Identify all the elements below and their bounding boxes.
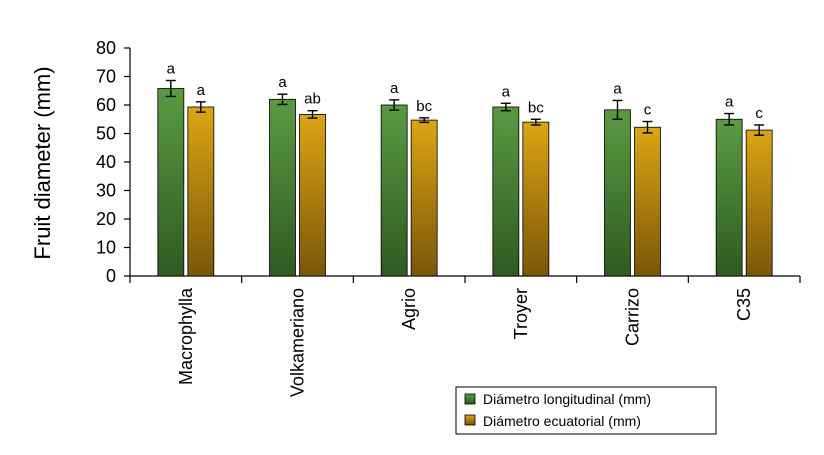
category-label: Agrio — [399, 288, 419, 330]
y-tick-label: 30 — [96, 181, 116, 201]
y-tick-label: 10 — [96, 238, 116, 258]
bar-ecuatorial — [410, 119, 438, 277]
significance-letter-ecuatorial: ab — [304, 91, 321, 108]
category-label: C35 — [734, 288, 754, 321]
significance-letter-ecuatorial: c — [755, 105, 763, 122]
bar-ecuatorial — [522, 121, 550, 277]
significance-letter-longitudinal: a — [613, 80, 622, 97]
significance-letter-ecuatorial: bc — [528, 99, 544, 116]
category-label: Carrizo — [623, 288, 643, 346]
category-label: Volkameriano — [288, 288, 308, 397]
significance-letter-ecuatorial: a — [197, 82, 206, 99]
y-tick-label: 40 — [96, 152, 116, 172]
y-tick-label: 50 — [96, 124, 116, 144]
bar-longitudinal — [715, 118, 743, 277]
y-tick-label: 70 — [96, 67, 116, 87]
legend-frame — [455, 386, 717, 435]
bars — [157, 88, 773, 277]
legend-label-longitudinal: Diámetro longitudinal (mm) — [483, 391, 651, 407]
bar-ecuatorial — [634, 126, 661, 277]
y-tick-label: 20 — [96, 209, 116, 229]
legend-swatch-ecuatorial — [464, 414, 476, 426]
significance-letter-longitudinal: a — [725, 94, 734, 111]
bar-longitudinal — [604, 109, 631, 277]
significance-letter-longitudinal: a — [502, 83, 511, 100]
legend: Diámetro longitudinal (mm) Diámetro ecua… — [455, 386, 717, 435]
category-label: Macrophylla — [176, 287, 196, 385]
significance-letter-ecuatorial: c — [644, 102, 652, 119]
bar-longitudinal — [157, 88, 185, 277]
bar-ecuatorial — [187, 106, 215, 277]
y-tick-label: 0 — [106, 266, 116, 286]
significance-letter-longitudinal: a — [390, 80, 399, 97]
significance-letter-ecuatorial: bc — [416, 98, 432, 115]
y-tick-label: 60 — [96, 95, 116, 115]
legend-swatch-longitudinal — [464, 393, 476, 405]
bar-longitudinal — [492, 106, 520, 277]
y-tick-label: 80 — [96, 38, 116, 58]
error-bars — [165, 79, 765, 136]
category-labels: Macrophylla Volkameriano Agrio Troyer Carriz… — [176, 287, 754, 397]
bar-longitudinal — [269, 98, 296, 277]
legend-label-ecuatorial: Diámetro ecuatorial (mm) — [483, 413, 641, 429]
x-axis — [129, 275, 801, 283]
bar-ecuatorial — [745, 129, 773, 277]
significance-letter-longitudinal: a — [278, 74, 287, 91]
bar-longitudinal — [380, 104, 408, 277]
significance-letter-longitudinal: a — [167, 60, 176, 77]
y-axis-title: Fruit diameter (mm) — [30, 66, 55, 259]
bar-ecuatorial — [299, 114, 326, 277]
y-axis: 0 10 20 30 40 50 60 70 80 — [96, 38, 131, 286]
category-label: Troyer — [511, 288, 531, 339]
